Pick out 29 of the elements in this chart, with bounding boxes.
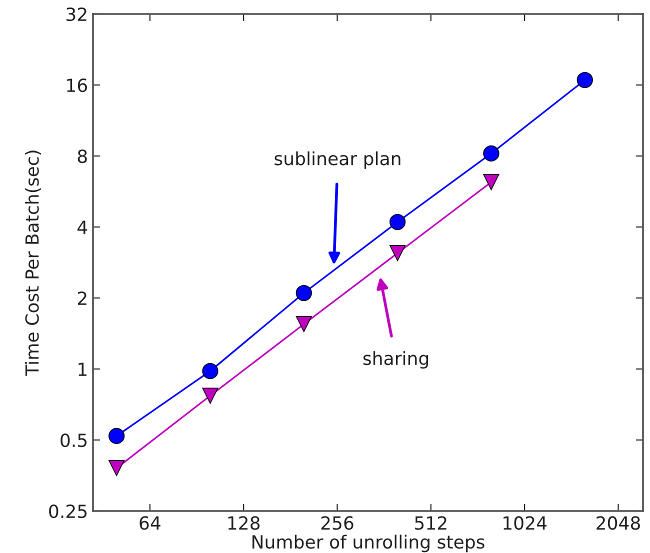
y-tick-label: 2 (78, 291, 86, 305)
x-tick-label: 64 (140, 516, 160, 530)
x-tick-label: 256 (321, 516, 354, 530)
y-tick-label: 0.5 (60, 433, 87, 448)
x-tick-label: 1024 (504, 516, 547, 530)
point (576, 72, 593, 88)
y-tick-label: 16 (67, 78, 87, 92)
annotation: sharing (363, 351, 428, 369)
point (296, 316, 312, 332)
y-tick-label: 4 (78, 220, 88, 234)
point (483, 145, 500, 162)
y-axis-title: Time Cost Per Batch(sec) (24, 150, 42, 376)
y-tick-label: 0.25 (49, 504, 87, 518)
x-tick-label: 512 (415, 516, 446, 530)
y-tick-label: 8 (78, 149, 87, 164)
point (202, 388, 218, 404)
annotation: sublinear plan (274, 151, 400, 169)
point (483, 174, 500, 190)
point (389, 214, 406, 230)
point (108, 428, 125, 444)
point (108, 460, 125, 476)
point (202, 363, 218, 380)
x-tick-label: 128 (228, 516, 260, 530)
x-axis-title: Number of unrolling steps (252, 534, 484, 552)
x-tick-label: 2048 (596, 516, 640, 530)
y-tick-label: 1 (78, 362, 86, 376)
point (296, 284, 312, 302)
point (389, 245, 406, 262)
y-tick-label: 32 (66, 7, 86, 22)
